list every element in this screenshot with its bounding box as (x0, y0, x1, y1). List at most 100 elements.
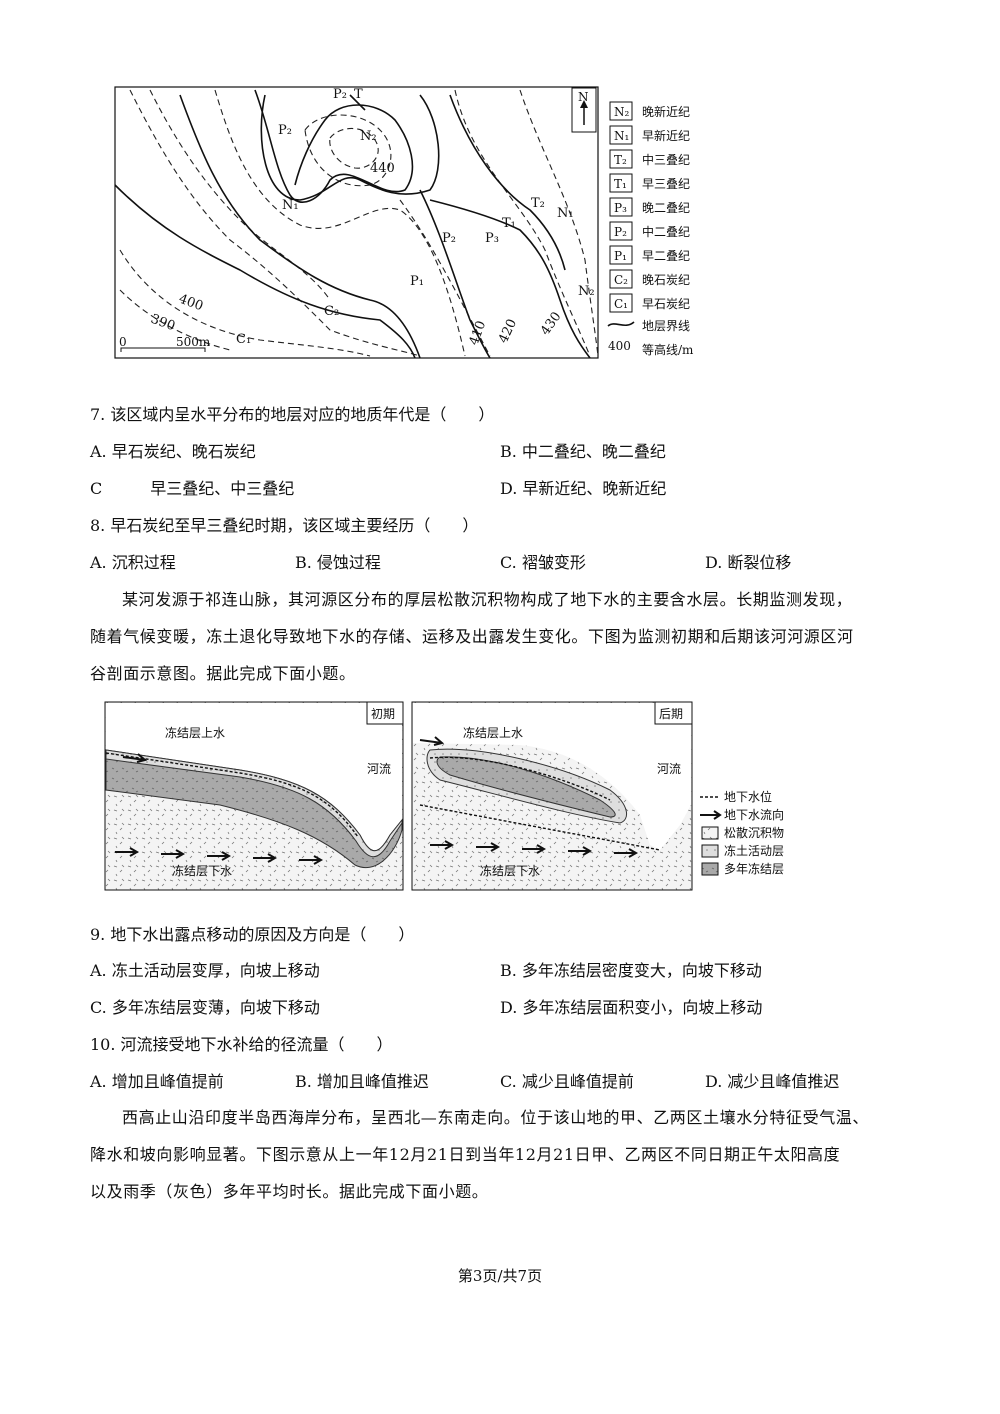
legend-name: 地层界线 (642, 319, 690, 333)
passage-line: 某河发源于祁连山脉，其河源区分布的厚层松散沉积物构成了地下水的主要含水层。长期监… (122, 590, 853, 609)
passage-line: 谷剖面示意图。据此完成下面小题。 (90, 664, 356, 683)
legend-code: C₁ (614, 297, 628, 311)
panel-title: 初期 (371, 707, 395, 721)
legend-swatch (701, 862, 719, 876)
panel-title: 后期 (659, 707, 683, 721)
panel-label: 河流 (367, 762, 391, 776)
flow-arrow (299, 855, 324, 865)
legend-name: 松散沉积物 (724, 825, 784, 840)
legend-code: P₁ (614, 249, 627, 263)
passage-line: 以及雨季（灰色）多年平均时长。据此完成下面小题。 (90, 1182, 489, 1201)
flow-arrow (522, 844, 547, 854)
legend-code: P₃ (614, 201, 627, 215)
map-legend: N₂ 晚新近纪 N₁ 早新近纪 T₂ 中三叠纪 T₁ 早三叠纪 P₃ 晚二叠纪 P₂ 中二叠纪 P₁ 早二… (607, 101, 694, 357)
flow-arrow (122, 753, 148, 763)
map-label: T₁ (502, 216, 516, 231)
option: C. 多年冻结层变薄，向坡下移动 (90, 998, 320, 1017)
legend-code: N₁ (614, 129, 629, 143)
option: A. 早石炭纪、晚石炭纪 (90, 442, 256, 461)
legend-box (609, 101, 633, 121)
legend-box (609, 197, 633, 217)
north-label: N (578, 90, 589, 104)
flow-arrow (419, 736, 445, 746)
flow-arrow (430, 840, 455, 850)
legend-contour-value: 400 (608, 339, 631, 353)
map-label: P₁ (410, 274, 424, 289)
strata-boundaries (114, 89, 591, 359)
scale-bar (120, 347, 206, 352)
option: D. 早新近纪、晚新近纪 (500, 479, 667, 498)
legend-name: 早石炭纪 (642, 297, 690, 311)
legend-name: 冻土活动层 (724, 843, 784, 858)
legend-name: 地下水位 (724, 789, 772, 804)
contours (119, 89, 599, 357)
legend-name: 中二叠纪 (642, 224, 690, 239)
legend-name: 晚新近纪 (642, 104, 690, 119)
passage-line: 降水和坡向影响显著。下图示意从上一年12月21日到当年12月21日甲、乙两区不同… (90, 1145, 841, 1164)
legend-code: N₂ (614, 105, 630, 119)
legend-name: 地下水流向 (724, 807, 784, 822)
map-label: N₂ (578, 284, 595, 299)
legend-box (609, 125, 633, 145)
map-label: T₂ (531, 196, 545, 211)
option: C. 褶皱变形 (500, 553, 586, 572)
map-label: P₂ (442, 231, 456, 246)
legend-swatch (701, 826, 719, 840)
legend-box (609, 173, 633, 193)
legend-name: 早二叠纪 (642, 249, 690, 263)
map-frame (114, 86, 599, 359)
map-label: N₂ (360, 129, 377, 144)
legend-name: 晚石炭纪 (642, 273, 690, 287)
panel-early (104, 701, 404, 891)
legend-name: 等高线/m (642, 342, 694, 357)
legend-line (607, 321, 635, 327)
option: B. 中二叠纪、晚二叠纪 (500, 442, 666, 461)
map-label: P₂ (333, 87, 347, 102)
flow-arrow (568, 846, 593, 856)
map-label: P₂ (278, 123, 292, 138)
question-stem: 8. 早石炭纪至早三叠纪时期，该区域主要经历（ ） (90, 516, 479, 535)
map-label: T (354, 87, 363, 102)
passage-line: 随着气候变暖，冻土退化导致地下水的存储、运移及出露发生变化。下图为监测初期和后期… (90, 627, 854, 646)
option: B. 多年冻结层密度变大，向坡下移动 (500, 961, 762, 980)
panel-late (411, 701, 693, 891)
legend-name: 多年冻结层 (724, 861, 784, 876)
scale-label: 500m (176, 335, 211, 349)
legend-box (609, 245, 633, 265)
legend-code: C₂ (614, 273, 628, 287)
north-arrow (571, 87, 597, 133)
legend-name: 晚二叠纪 (642, 201, 690, 215)
legend-name: 早三叠纪 (642, 177, 690, 191)
option: D. 多年冻结层面积变小，向坡上移动 (500, 998, 763, 1017)
flow-arrow (476, 842, 501, 852)
map-label: N₁ (282, 198, 299, 213)
panel-label: 冻结层上水 (463, 725, 523, 740)
map-label: N₁ (557, 206, 574, 221)
option: D. 减少且峰值推迟 (705, 1072, 840, 1091)
map-label: P₃ (485, 231, 499, 246)
question-stem: 10. 河流接受地下水补给的径流量（ ） (90, 1035, 393, 1054)
flow-arrow (207, 851, 232, 861)
option: B. 侵蚀过程 (295, 553, 381, 572)
legend-code: T₂ (614, 153, 627, 167)
flow-arrow (253, 853, 278, 863)
flow-arrow (161, 849, 186, 859)
scale-label: 0 (119, 335, 127, 349)
question-stem: 9. 地下水出露点移动的原因及方向是（ ） (90, 925, 415, 944)
map-label: C₁ (236, 332, 251, 347)
panel-label: 冻结层上水 (165, 725, 225, 740)
panel-label: 冻结层下水 (172, 863, 232, 878)
panel-label: 河流 (657, 762, 681, 776)
flow-arrow (115, 847, 140, 857)
legend-name: 中三叠纪 (642, 152, 690, 167)
legend-swatch (701, 844, 719, 858)
option: B. 增加且峰值推迟 (295, 1072, 429, 1091)
page-footer: 第3页/共7页 (457, 1267, 543, 1285)
legend-name: 早新近纪 (642, 128, 690, 143)
option: C. 减少且峰值提前 (500, 1072, 634, 1091)
legend-box (609, 293, 633, 313)
legend-box (609, 269, 633, 289)
